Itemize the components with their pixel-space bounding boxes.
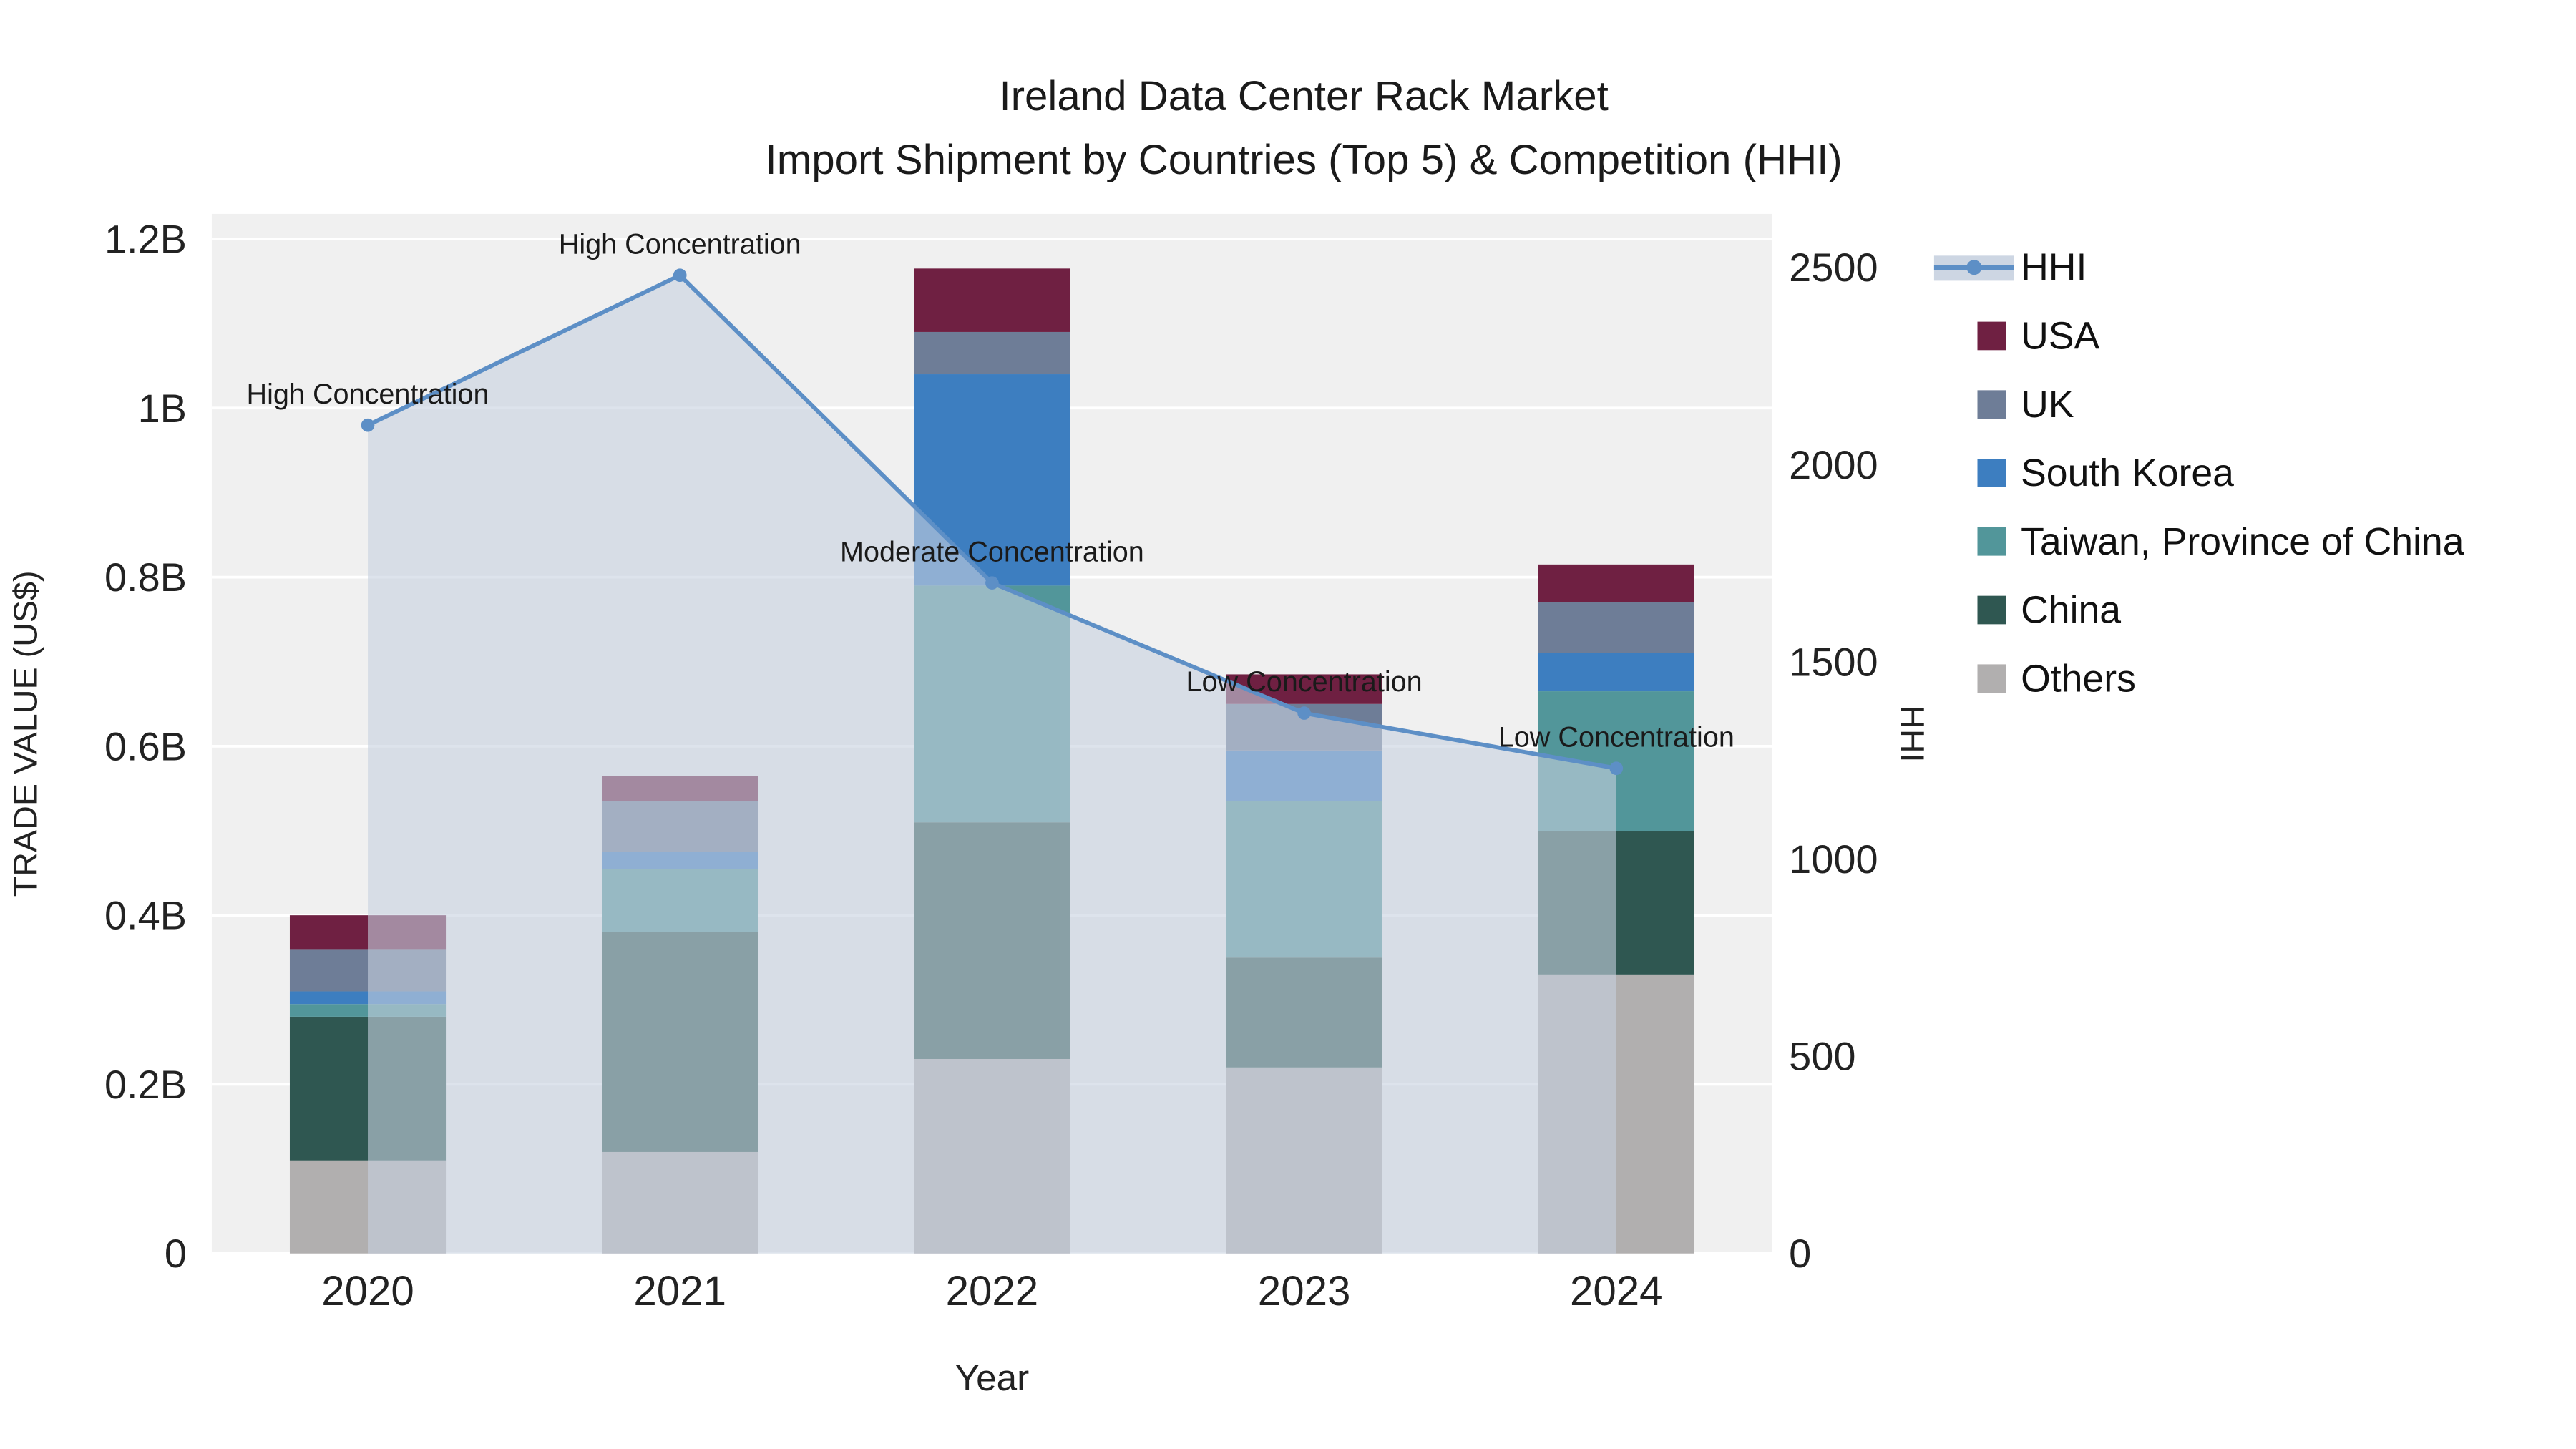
hhi-marker	[1609, 761, 1624, 776]
y-right-tick-label: 2000	[1789, 442, 1878, 487]
bar-segment-uk	[914, 331, 1070, 375]
y-left-tick-label: 0.4B	[104, 893, 187, 938]
x-axis-title: Year	[955, 1357, 1030, 1398]
legend-label-usa: USA	[2021, 314, 2099, 357]
hhi-legend-marker-icon	[1966, 260, 1982, 275]
bar-segment-uk	[1538, 602, 1694, 653]
y-right-tick-label: 1000	[1789, 836, 1878, 882]
annotation-2020: High Concentration	[247, 379, 489, 410]
hhi-marker	[985, 576, 999, 590]
legend-label-uk: UK	[2021, 383, 2074, 426]
y-right-tick-label: 500	[1789, 1034, 1855, 1079]
bar-segment-south-korea	[1538, 653, 1694, 692]
chart-title-line1: Ireland Data Center Rack Market	[999, 73, 1608, 119]
legend-swatch-taiwan-province-of-china-icon	[1977, 527, 2006, 556]
hhi-marker	[1297, 706, 1311, 720]
annotation-2021: High Concentration	[559, 228, 801, 260]
legend-item-hhi[interactable]: HHI	[1933, 246, 2087, 289]
x-tick-label-2020: 2020	[321, 1268, 414, 1314]
legend-swatch-others-icon	[1977, 664, 2006, 693]
hhi-marker	[673, 268, 687, 283]
y-left-tick-label: 0.2B	[104, 1062, 187, 1107]
annotation-2024: Low Concentration	[1498, 721, 1735, 753]
legend-label-china: China	[2021, 588, 2121, 631]
plot-area: High Concentration High Concentration Mode…	[104, 213, 2464, 1314]
legend-label-others: Others	[2021, 657, 2136, 700]
legend-label-hhi: HHI	[2021, 246, 2087, 289]
y-right-axis-title: HHI	[1893, 705, 1931, 762]
legend-item-usa[interactable]: USA	[1977, 314, 2099, 357]
legend-swatch-china-icon	[1977, 595, 2006, 625]
legend-item-uk[interactable]: UK	[1977, 383, 2074, 426]
annotation-2023: Low Concentration	[1186, 666, 1423, 698]
legend-item-south-korea[interactable]: South Korea	[1977, 452, 2234, 494]
legend-item-china[interactable]: China	[1977, 588, 2121, 632]
bar-segment-usa	[914, 268, 1070, 332]
x-tick-label-2023: 2023	[1258, 1268, 1351, 1314]
y-right-tick-label: 1500	[1789, 639, 1878, 684]
y-left-tick-label: 1.2B	[104, 216, 187, 261]
legend-swatch-usa-icon	[1977, 321, 2006, 351]
legend-item-taiwan-province-of-china[interactable]: Taiwan, Province of China	[1977, 520, 2464, 563]
legend-swatch-south-korea-icon	[1977, 459, 2006, 487]
annotation-2022: Moderate Concentration	[840, 536, 1144, 567]
y-left-tick-label: 0.6B	[104, 723, 187, 769]
legend-swatch-uk-icon	[1977, 390, 2006, 419]
y-right-tick-label: 2500	[1789, 245, 1878, 290]
legend-item-others[interactable]: Others	[1977, 657, 2136, 700]
legend-label-taiwan-province-of-china: Taiwan, Province of China	[2021, 520, 2464, 563]
hhi-marker	[361, 418, 375, 432]
x-tick-label-2021: 2021	[633, 1268, 726, 1314]
hhi-area-fill	[368, 275, 1616, 1254]
y-right-tick-label: 0	[1789, 1231, 1811, 1276]
y-left-tick-label: 0	[165, 1231, 187, 1276]
x-tick-label-2022: 2022	[946, 1268, 1039, 1314]
y-left-tick-label: 0.8B	[104, 555, 187, 600]
x-tick-label-2024: 2024	[1570, 1268, 1663, 1314]
y-left-axis-title: TRADE VALUE (US$)	[6, 570, 44, 897]
y-left-tick-label: 1B	[138, 386, 187, 431]
bar-segment-usa	[1538, 564, 1694, 603]
chart-title-line2: Import Shipment by Countries (Top 5) & C…	[766, 137, 1843, 183]
legend-label-south-korea: South Korea	[2021, 452, 2234, 494]
